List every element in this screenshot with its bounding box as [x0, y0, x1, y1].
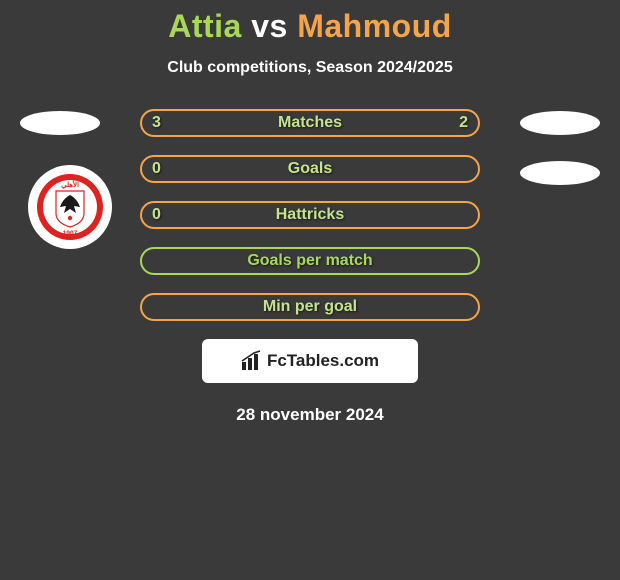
fctables-logo[interactable]: FcTables.com — [202, 339, 418, 383]
subtitle: Club competitions, Season 2024/2025 — [0, 59, 620, 77]
stat-left-value: 0 — [152, 160, 161, 178]
player2-name: Mahmoud — [297, 8, 452, 44]
comparison-card: Attia vs Mahmoud Club competitions, Seas… — [0, 0, 620, 580]
stats-area: الأهلي 1907 3 Matches 2 0 Goals 0 Hattricks Goa… — [0, 109, 620, 425]
stat-row: Min per goal — [140, 293, 480, 321]
stat-label: Matches — [278, 114, 342, 132]
stat-row: 3 Matches 2 — [140, 109, 480, 137]
page-title: Attia vs Mahmoud — [0, 8, 620, 45]
badge-year: 1907 — [63, 230, 78, 237]
player1-placeholder-icon — [20, 111, 100, 135]
player2-placeholder-icon-2 — [520, 161, 600, 185]
stat-label: Goals — [288, 160, 332, 178]
player1-name: Attia — [168, 8, 242, 44]
club-badge-svg: الأهلي 1907 — [36, 173, 104, 241]
club-badge: الأهلي 1907 — [28, 165, 112, 249]
stat-label: Goals per match — [247, 252, 372, 270]
stat-row: 0 Goals — [140, 155, 480, 183]
stat-row: Goals per match — [140, 247, 480, 275]
vs-text: vs — [251, 8, 288, 44]
fctables-logo-text: FcTables.com — [241, 350, 379, 372]
stat-right-value: 2 — [459, 114, 468, 132]
stat-label: Hattricks — [276, 206, 344, 224]
stat-left-value: 3 — [152, 114, 161, 132]
player2-placeholder-icon-1 — [520, 111, 600, 135]
stat-left-value: 0 — [152, 206, 161, 224]
stat-label: Min per goal — [263, 298, 357, 316]
stat-row: 0 Hattricks — [140, 201, 480, 229]
bars-icon — [241, 350, 263, 372]
stat-rows: 3 Matches 2 0 Goals 0 Hattricks Goals per match… — [140, 109, 480, 321]
date: 28 november 2024 — [0, 405, 620, 425]
logo-label: FcTables.com — [267, 351, 379, 371]
